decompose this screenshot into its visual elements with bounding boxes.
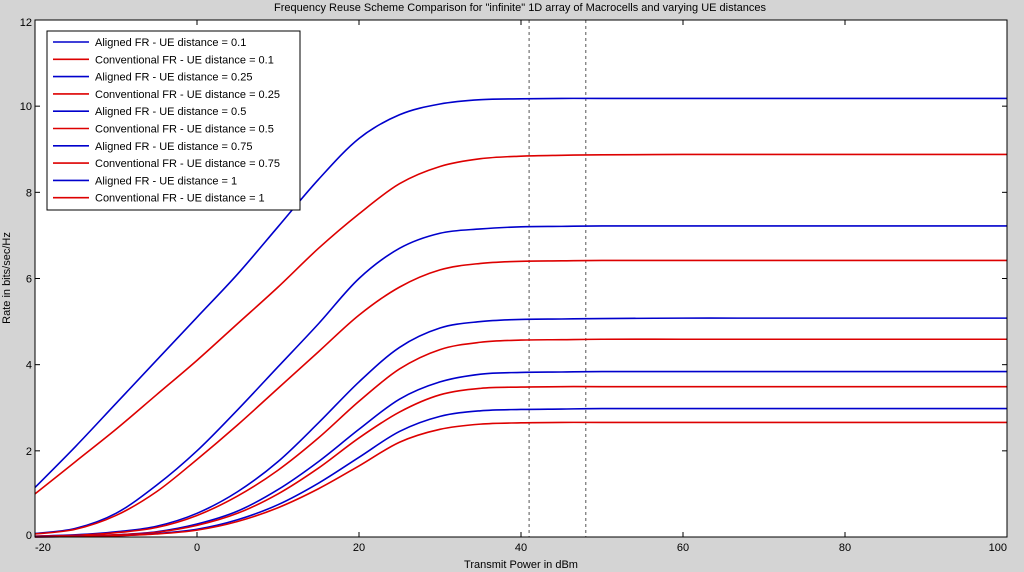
x-tick-label-1: 0 bbox=[194, 542, 200, 554]
x-tick-label-5: 80 bbox=[839, 542, 851, 554]
legend-label-5: Conventional FR - UE distance = 0.5 bbox=[95, 124, 274, 136]
legend-label-4: Aligned FR - UE distance = 0.5 bbox=[95, 106, 246, 118]
x-tick-label-0: -20 bbox=[35, 542, 51, 554]
x-tick-label-2: 20 bbox=[353, 542, 365, 554]
legend-label-9: Conventional FR - UE distance = 1 bbox=[95, 193, 265, 205]
series-line-5 bbox=[34, 338, 1007, 537]
legend-label-0: Aligned FR - UE distance = 0.1 bbox=[95, 37, 246, 49]
y-tick-label-5: 10 bbox=[20, 101, 32, 113]
y-tick-label-2: 4 bbox=[26, 360, 32, 372]
legend-label-8: Aligned FR - UE distance = 1 bbox=[95, 175, 237, 187]
series-line-1 bbox=[34, 153, 1007, 495]
y-tick-label-6: 12 bbox=[20, 17, 32, 29]
y-tick-label-0: 0 bbox=[26, 530, 32, 542]
y-tick-label-3: 6 bbox=[26, 274, 32, 286]
series-line-7 bbox=[34, 385, 1007, 538]
legend-label-1: Conventional FR - UE distance = 0.1 bbox=[95, 54, 274, 66]
series-line-9 bbox=[34, 421, 1007, 538]
legend-label-6: Aligned FR - UE distance = 0.75 bbox=[95, 141, 252, 153]
legend: Aligned FR - UE distance = 0.1 Convention… bbox=[46, 30, 301, 211]
series-line-0 bbox=[34, 97, 1007, 489]
chart-title: Frequency Reuse Scheme Comparison for "i… bbox=[274, 2, 767, 14]
series-line-2 bbox=[34, 225, 1007, 535]
y-tick-label-4: 8 bbox=[26, 187, 32, 199]
x-axis-label: Transmit Power in dBm bbox=[464, 559, 578, 571]
y-tick-label-1: 2 bbox=[26, 446, 32, 458]
x-tick-label-4: 60 bbox=[677, 542, 689, 554]
legend-label-7: Conventional FR - UE distance = 0.75 bbox=[95, 158, 280, 170]
y-axis-label: Rate in bits/sec/Hz bbox=[1, 232, 13, 324]
x-tick-label-6: 100 bbox=[989, 542, 1007, 554]
legend-label-2: Aligned FR - UE distance = 0.25 bbox=[95, 72, 252, 84]
series-line-4 bbox=[34, 317, 1007, 537]
x-tick-label-3: 40 bbox=[515, 542, 527, 554]
series-line-3 bbox=[34, 259, 1007, 535]
legend-box bbox=[46, 30, 301, 211]
legend-label-3: Conventional FR - UE distance = 0.25 bbox=[95, 89, 280, 101]
